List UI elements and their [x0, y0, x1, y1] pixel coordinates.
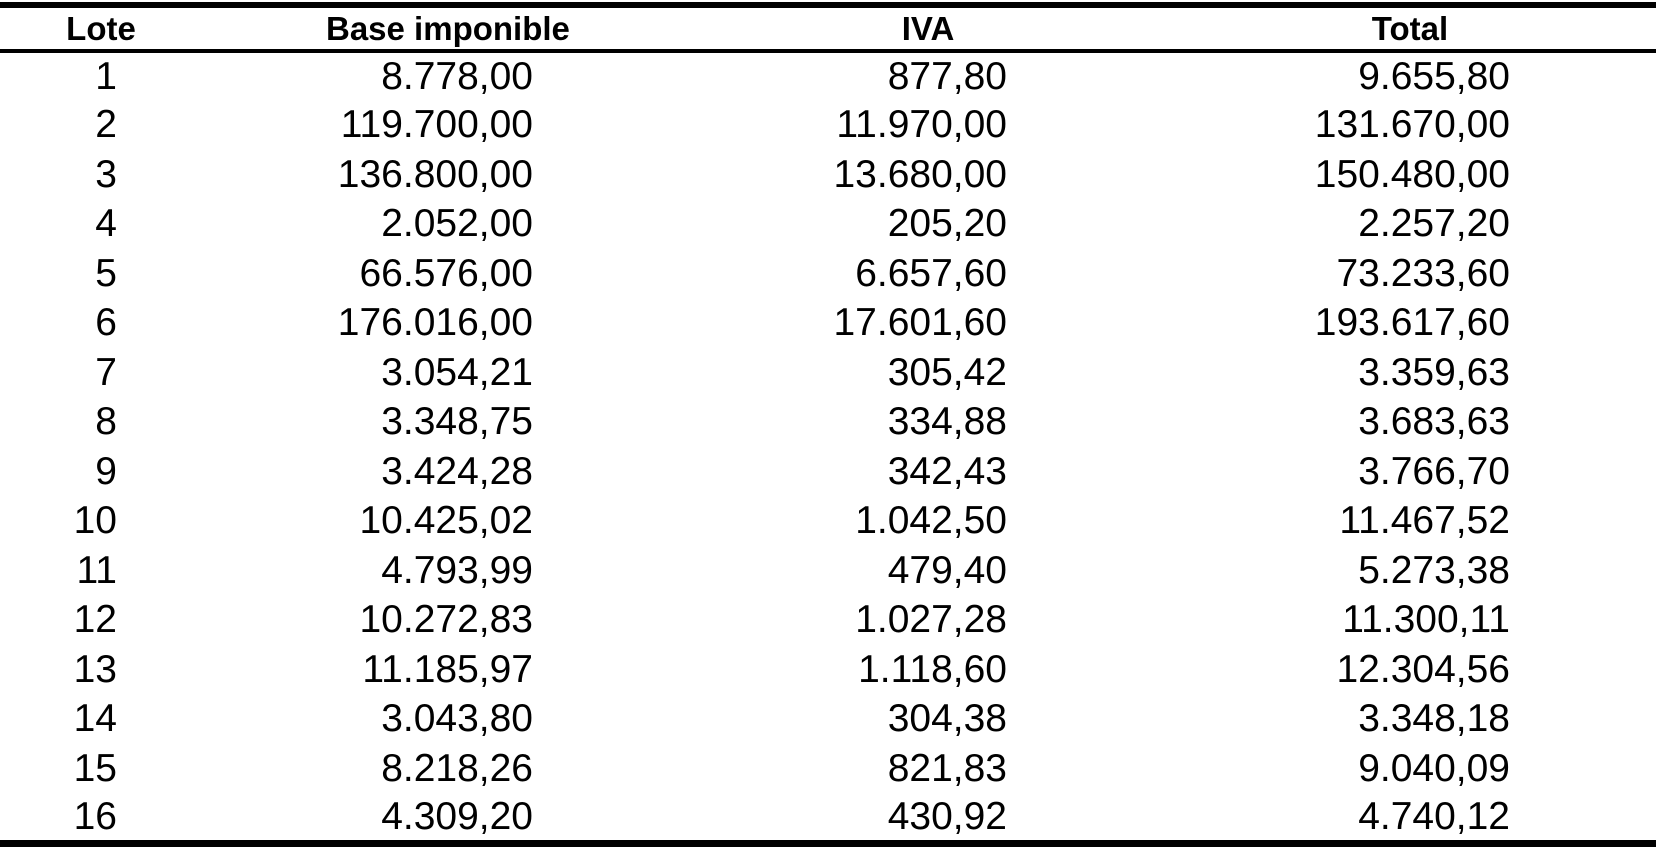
cell-base: 8.218,26 — [381, 746, 533, 790]
table-row: 10 10.425,02 1.042,50 11.467,52 — [0, 497, 1656, 547]
cell-total: 193.617,60 — [1314, 301, 1510, 345]
cell-base: 136.800,00 — [337, 152, 533, 196]
cell-base: 2.052,00 — [381, 202, 533, 246]
table-row: 5 66.576,00 6.657,60 73.233,60 — [0, 249, 1656, 299]
cell-iva: 205,20 — [887, 202, 1007, 246]
column-header-base-imponible: Base imponible — [326, 9, 570, 47]
cell-total: 3.348,18 — [1358, 697, 1510, 741]
table-row: 6 176.016,00 17.601,60 193.617,60 — [0, 299, 1656, 349]
table-row: 4 2.052,00 205,20 2.257,20 — [0, 200, 1656, 250]
table-row: 12 10.272,83 1.027,28 11.300,11 — [0, 596, 1656, 646]
cell-lote: 13 — [73, 647, 117, 691]
table-row: 11 4.793,99 479,40 5.273,38 — [0, 546, 1656, 596]
table-row: 9 3.424,28 342,43 3.766,70 — [0, 447, 1656, 497]
cell-total: 3.766,70 — [1358, 449, 1510, 493]
cell-iva: 334,88 — [887, 400, 1007, 444]
cell-lote: 1 — [95, 54, 117, 98]
cell-iva: 304,38 — [887, 697, 1007, 741]
cell-total: 4.740,12 — [1358, 794, 1510, 838]
cell-iva: 1.027,28 — [855, 598, 1007, 642]
cell-total: 2.257,20 — [1358, 202, 1510, 246]
cell-lote: 12 — [73, 598, 117, 642]
cell-total: 11.300,11 — [1342, 598, 1510, 642]
cell-base: 4.309,20 — [381, 794, 533, 838]
cell-total: 131.670,00 — [1314, 103, 1510, 147]
cell-lote: 10 — [73, 499, 117, 543]
cell-lote: 2 — [95, 103, 117, 147]
table-body: 1 8.778,00 877,80 9.655,80 2 119.700,00 11.970… — [0, 51, 1656, 843]
cell-iva: 430,92 — [887, 794, 1007, 838]
cell-lote: 8 — [95, 400, 117, 444]
cell-iva: 17.601,60 — [833, 301, 1007, 345]
cell-iva: 1.118,60 — [858, 647, 1007, 691]
cell-lote: 14 — [73, 697, 117, 741]
table-row: 15 8.218,26 821,83 9.040,09 — [0, 744, 1656, 794]
cell-total: 9.040,09 — [1358, 746, 1510, 790]
table-row: 2 119.700,00 11.970,00 131.670,00 — [0, 101, 1656, 151]
cell-base: 66.576,00 — [359, 251, 533, 295]
cell-iva: 1.042,50 — [855, 499, 1007, 543]
cell-iva: 6.657,60 — [855, 251, 1007, 295]
cell-total: 5.273,38 — [1358, 548, 1510, 592]
cell-lote: 7 — [95, 350, 117, 394]
cell-base: 119.700,00 — [340, 103, 533, 147]
cell-lote: 11 — [76, 548, 118, 592]
cell-iva: 11.970,00 — [836, 103, 1007, 147]
cell-base: 3.054,21 — [381, 350, 533, 394]
cell-total: 9.655,80 — [1358, 54, 1510, 98]
cell-iva: 305,42 — [887, 350, 1007, 394]
cell-total: 73.233,60 — [1336, 251, 1510, 295]
cell-base: 3.348,75 — [381, 400, 533, 444]
cell-iva: 342,43 — [887, 449, 1007, 493]
cell-total: 11.467,52 — [1339, 499, 1510, 543]
cell-lote: 9 — [95, 449, 117, 493]
cell-lote: 3 — [95, 152, 117, 196]
cell-iva: 13.680,00 — [833, 152, 1007, 196]
cell-lote: 5 — [95, 251, 117, 295]
cell-lote: 15 — [73, 746, 117, 790]
table-row: 7 3.054,21 305,42 3.359,63 — [0, 348, 1656, 398]
cell-total: 3.683,63 — [1358, 400, 1510, 444]
cell-lote: 4 — [95, 202, 117, 246]
cell-base: 4.793,99 — [381, 548, 533, 592]
cell-base: 10.272,83 — [359, 598, 533, 642]
cell-total: 3.359,63 — [1358, 350, 1510, 394]
column-header-total: Total — [1371, 9, 1449, 47]
cell-base: 3.043,80 — [381, 697, 533, 741]
column-header-lote: Lote — [66, 9, 136, 47]
table-row: 8 3.348,75 334,88 3.683,63 — [0, 398, 1656, 448]
header-row: Lote Base imponible IVA Total — [0, 5, 1656, 51]
cell-base: 8.778,00 — [381, 54, 533, 98]
cell-lote: 6 — [95, 301, 117, 345]
cell-total: 12.304,56 — [1336, 647, 1510, 691]
table-row: 14 3.043,80 304,38 3.348,18 — [0, 695, 1656, 745]
cell-base: 3.424,28 — [381, 449, 533, 493]
cell-base: 10.425,02 — [359, 499, 533, 543]
cell-total: 150.480,00 — [1314, 152, 1510, 196]
table-row: 1 8.778,00 877,80 9.655,80 — [0, 51, 1656, 101]
cell-base: 11.185,97 — [362, 647, 533, 691]
table-row: 16 4.309,20 430,92 4.740,12 — [0, 794, 1656, 844]
cell-iva: 821,83 — [887, 746, 1007, 790]
cell-base: 176.016,00 — [337, 301, 533, 345]
column-header-iva: IVA — [901, 9, 955, 47]
cell-iva: 877,80 — [887, 54, 1007, 98]
table-row: 13 11.185,97 1.118,60 12.304,56 — [0, 645, 1656, 695]
cell-iva: 479,40 — [887, 548, 1007, 592]
cell-lote: 16 — [73, 794, 117, 838]
table-row: 3 136.800,00 13.680,00 150.480,00 — [0, 150, 1656, 200]
